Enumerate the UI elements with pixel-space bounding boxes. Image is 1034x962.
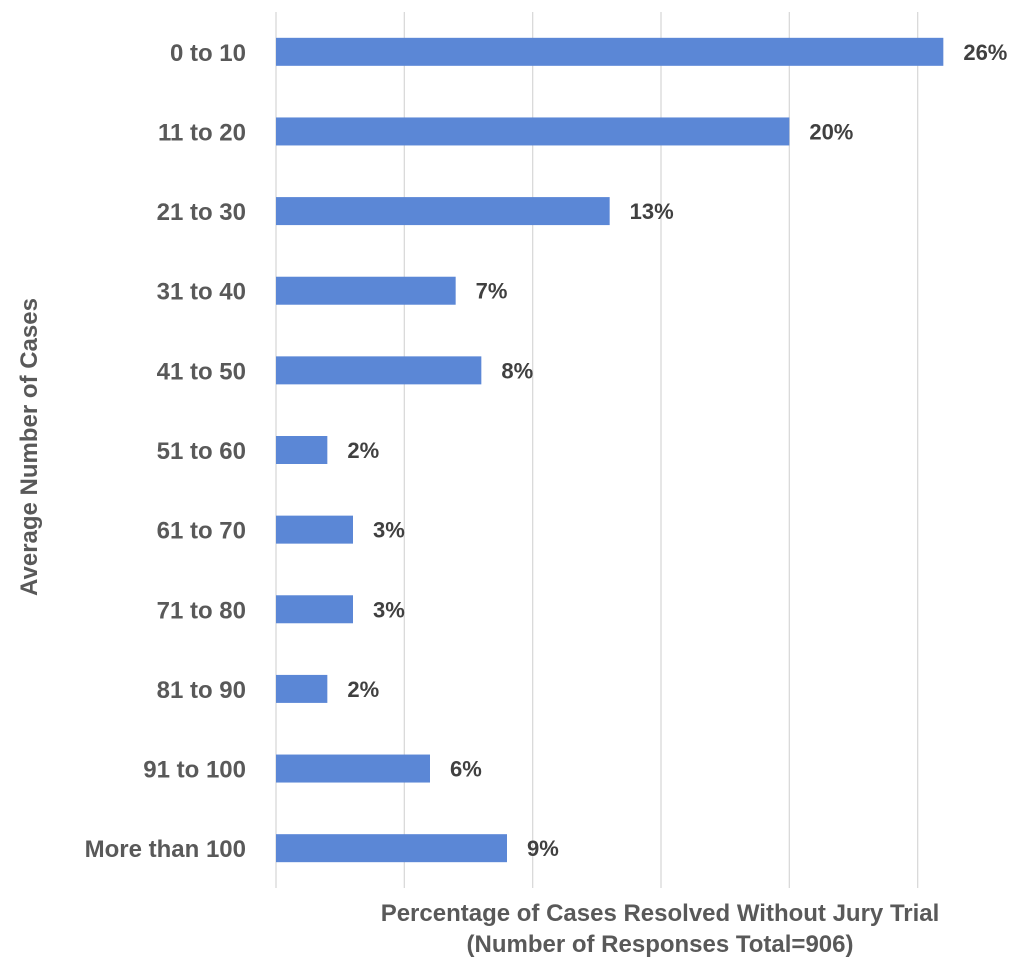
bar xyxy=(276,37,944,66)
data-label: 7% xyxy=(476,279,508,304)
category-label: 41 to 50 xyxy=(157,358,246,385)
category-label: 71 to 80 xyxy=(157,597,246,624)
data-label: 3% xyxy=(373,597,405,622)
data-label: 26% xyxy=(963,40,1007,65)
x-axis-title-line-2: (Number of Responses Total=906) xyxy=(467,931,854,958)
x-axis-title-line-1: Percentage of Cases Resolved Without Jur… xyxy=(381,900,940,927)
category-labels: 0 to 10 11 to 20 21 to 30 31 to 40 41 to 50 5… xyxy=(85,40,246,863)
bar xyxy=(276,595,353,624)
bars xyxy=(276,37,944,863)
bar xyxy=(276,834,507,863)
category-label: 91 to 100 xyxy=(143,757,246,784)
data-label: 13% xyxy=(630,199,674,224)
category-label: 61 to 70 xyxy=(157,518,246,545)
gridlines xyxy=(275,12,919,888)
data-label: 6% xyxy=(450,757,482,782)
data-label: 20% xyxy=(809,119,853,144)
bar xyxy=(276,674,328,703)
category-label: 11 to 20 xyxy=(158,119,246,146)
y-axis-title: Average Number of Cases xyxy=(16,298,43,596)
category-label: 51 to 60 xyxy=(157,438,246,465)
category-label: 21 to 30 xyxy=(157,199,246,226)
category-label: 81 to 90 xyxy=(157,677,246,704)
data-labels: 26% 20% 13% 7% 8% 2% 3% 3% 2% 6% 9% xyxy=(347,40,1007,861)
data-label: 3% xyxy=(373,518,405,543)
bar xyxy=(276,117,790,146)
bar xyxy=(276,197,610,226)
bar xyxy=(276,436,328,464)
category-label: More than 100 xyxy=(85,836,246,863)
category-label: 31 to 40 xyxy=(157,279,246,306)
bar xyxy=(276,356,482,385)
category-label: 0 to 10 xyxy=(170,40,246,67)
data-label: 2% xyxy=(347,677,379,702)
bar xyxy=(276,754,430,783)
data-label: 9% xyxy=(527,836,559,861)
bar xyxy=(276,276,456,305)
data-label: 8% xyxy=(501,358,533,383)
data-label: 2% xyxy=(347,438,379,463)
bar xyxy=(276,515,353,544)
